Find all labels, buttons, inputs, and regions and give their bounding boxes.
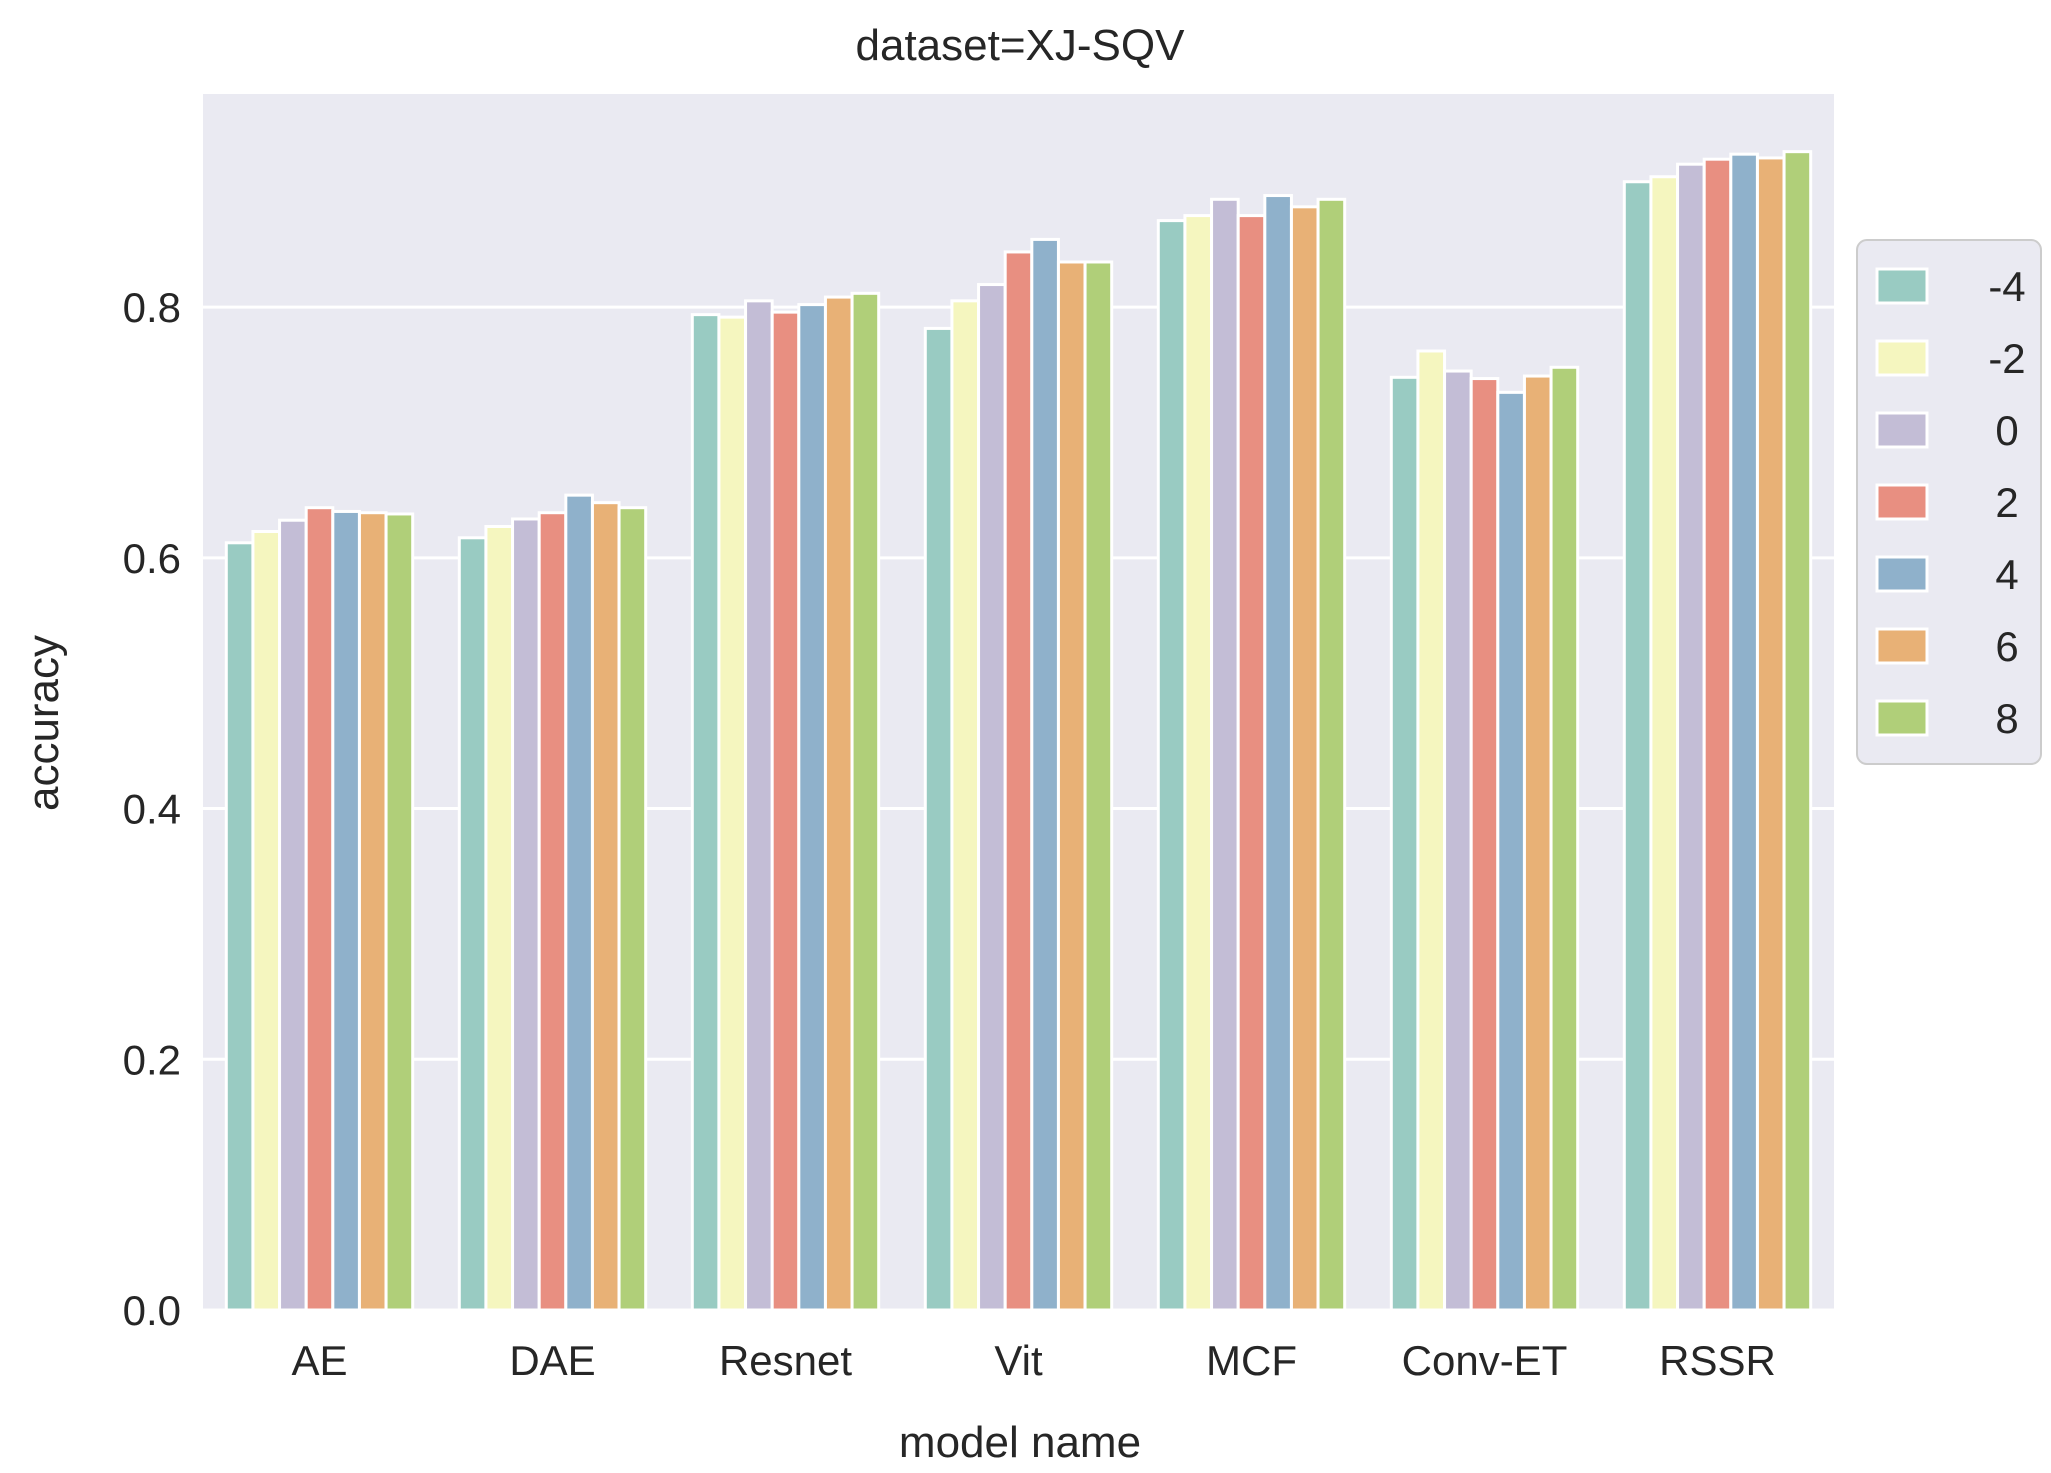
x-axis-ticks: AE DAE Resnet Vit MCF Conv-ET RSSR bbox=[291, 1337, 1775, 1384]
bar bbox=[797, 303, 827, 1312]
bar bbox=[1782, 150, 1813, 1312]
bar bbox=[1702, 157, 1733, 1312]
bar bbox=[1389, 375, 1420, 1312]
x-tick-label: RSSR bbox=[1659, 1337, 1776, 1384]
legend-swatch bbox=[1875, 267, 1929, 305]
y-tick-label: 0.2 bbox=[123, 1036, 181, 1083]
x-tick-label: AE bbox=[291, 1337, 347, 1384]
bar bbox=[1729, 152, 1759, 1312]
bar bbox=[537, 511, 568, 1312]
bar bbox=[1056, 260, 1087, 1312]
bar bbox=[1289, 205, 1320, 1312]
bar bbox=[1443, 369, 1473, 1312]
legend-label: -2 bbox=[1988, 335, 2025, 382]
bar bbox=[1263, 194, 1293, 1312]
bar bbox=[1003, 250, 1034, 1312]
bar bbox=[357, 511, 388, 1312]
x-tick-label: Vit bbox=[994, 1337, 1043, 1384]
bar bbox=[717, 315, 748, 1312]
legend-swatch bbox=[1875, 699, 1929, 737]
bar bbox=[1755, 156, 1786, 1312]
y-tick-label: 0.6 bbox=[123, 535, 181, 582]
bar bbox=[1236, 214, 1267, 1312]
bar bbox=[1416, 349, 1447, 1312]
bar bbox=[278, 518, 308, 1312]
legend-swatch bbox=[1875, 411, 1929, 449]
bar bbox=[950, 299, 981, 1312]
bar bbox=[690, 313, 721, 1312]
bar bbox=[1156, 219, 1187, 1312]
bar bbox=[511, 517, 541, 1312]
legend-label: -4 bbox=[1988, 263, 2025, 310]
bar bbox=[977, 283, 1007, 1312]
y-axis-ticks: 0.0 0.2 0.4 0.6 0.8 bbox=[123, 284, 181, 1334]
bar bbox=[304, 506, 335, 1312]
bar bbox=[1469, 377, 1500, 1312]
legend-swatch bbox=[1875, 627, 1929, 665]
chart-title: dataset=XJ-SQV bbox=[856, 21, 1186, 70]
y-tick-label: 0.4 bbox=[123, 786, 181, 833]
bar bbox=[617, 506, 648, 1312]
bar bbox=[823, 295, 854, 1312]
bar bbox=[331, 509, 361, 1312]
bar bbox=[1496, 390, 1526, 1312]
bar bbox=[1622, 180, 1653, 1312]
bar bbox=[1649, 175, 1680, 1312]
bar bbox=[744, 299, 774, 1312]
bar bbox=[1083, 260, 1114, 1312]
bar bbox=[224, 541, 255, 1312]
y-axis-label: accuracy bbox=[19, 635, 68, 811]
legend-label: 4 bbox=[1995, 551, 2018, 598]
bar bbox=[251, 530, 282, 1312]
bar bbox=[1030, 237, 1060, 1312]
x-tick-label: Conv-ET bbox=[1402, 1337, 1568, 1384]
bar bbox=[1183, 214, 1214, 1312]
x-tick-label: Resnet bbox=[719, 1337, 852, 1384]
bar bbox=[590, 501, 621, 1312]
bar bbox=[1210, 197, 1240, 1312]
y-tick-label: 0.8 bbox=[123, 284, 181, 331]
legend-label: 0 bbox=[1995, 407, 2018, 454]
bar bbox=[1549, 365, 1580, 1312]
legend-label: 6 bbox=[1995, 623, 2018, 670]
legend-label: 2 bbox=[1995, 479, 2018, 526]
legend-swatch bbox=[1875, 339, 1929, 377]
bar bbox=[923, 326, 954, 1312]
bar bbox=[564, 493, 594, 1312]
x-axis-label: model name bbox=[899, 1418, 1141, 1467]
bar bbox=[1522, 374, 1553, 1312]
bar bbox=[384, 512, 415, 1312]
x-tick-label: MCF bbox=[1206, 1337, 1297, 1384]
bars bbox=[224, 150, 1813, 1312]
bar bbox=[1676, 162, 1706, 1312]
bar bbox=[850, 291, 881, 1312]
bar bbox=[770, 310, 801, 1312]
bar bbox=[484, 524, 515, 1312]
legend: -4 -2 0 2 4 6 8 bbox=[1856, 239, 2042, 765]
bar bbox=[457, 536, 488, 1312]
legend-label: 8 bbox=[1995, 695, 2018, 742]
legend-swatch bbox=[1875, 483, 1929, 521]
bar bbox=[1316, 197, 1347, 1312]
x-tick-label: DAE bbox=[509, 1337, 595, 1384]
legend-swatch bbox=[1875, 555, 1929, 593]
y-tick-label: 0.0 bbox=[123, 1287, 181, 1334]
